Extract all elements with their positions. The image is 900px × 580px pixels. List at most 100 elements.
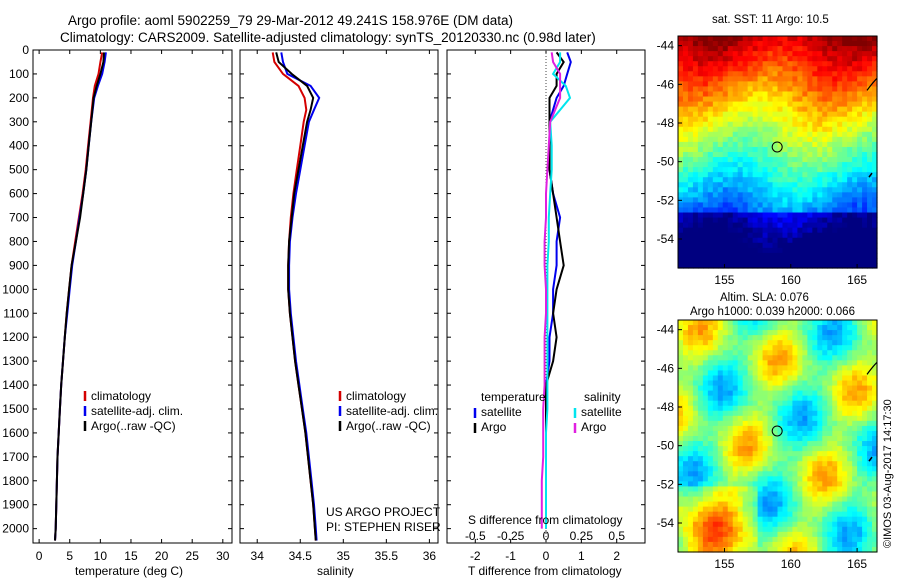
map-cell <box>697 167 704 173</box>
map-cell <box>712 41 719 47</box>
map-cell <box>762 355 769 361</box>
map-cell <box>732 162 739 168</box>
map-cell <box>757 320 764 326</box>
map-cell <box>872 157 878 163</box>
map-cell <box>692 365 699 372</box>
map-cell <box>857 370 863 377</box>
map-cell <box>827 501 833 508</box>
map-cell <box>842 46 848 52</box>
map-cell <box>722 101 729 108</box>
map-cell <box>817 446 823 452</box>
map-cell <box>707 521 714 528</box>
map-cell <box>802 36 808 42</box>
map-cell <box>722 446 729 452</box>
sla-map-title-1: Altim. SLA: 0.076 <box>720 292 809 304</box>
map-cell <box>807 466 813 472</box>
map-cell <box>807 496 813 503</box>
map-cell <box>717 340 724 346</box>
map-cell <box>767 212 774 219</box>
map-cell <box>832 420 838 427</box>
map-cell <box>797 506 803 513</box>
map-cell <box>722 136 729 143</box>
map-cell <box>822 247 828 254</box>
map-cell <box>772 76 779 82</box>
map-cell <box>732 56 739 62</box>
map-cell <box>827 177 833 183</box>
map-cell <box>842 262 848 269</box>
map-cell <box>772 116 779 123</box>
map-cell <box>812 71 818 77</box>
map-cell <box>678 385 684 392</box>
map-cell <box>722 187 729 193</box>
map-cell <box>787 207 794 214</box>
map-cell <box>862 101 868 108</box>
map-cell <box>807 380 813 387</box>
map-cell <box>682 516 689 523</box>
map-cell <box>857 476 863 482</box>
map-cell <box>692 360 699 366</box>
map-cell <box>832 496 838 503</box>
map-cell <box>697 405 704 412</box>
map-cell <box>777 86 784 93</box>
map-cell <box>712 262 719 269</box>
map-y-tick-label: -50 <box>657 155 675 169</box>
map-cell <box>777 491 784 498</box>
map-cell <box>717 152 724 158</box>
map-cell <box>802 76 808 82</box>
map-cell <box>812 526 818 533</box>
map-cell <box>737 491 744 498</box>
map-cell <box>822 96 828 103</box>
map-cell <box>702 197 709 204</box>
map-cell <box>707 71 714 77</box>
map-cell <box>747 237 754 244</box>
map-cell <box>678 325 684 331</box>
map-cell <box>857 471 863 477</box>
map-cell <box>837 466 843 472</box>
map-cell <box>687 471 694 477</box>
map-cell <box>822 486 828 493</box>
map-cell <box>702 370 709 377</box>
legend-label: climatology <box>346 389 406 403</box>
map-cell <box>847 471 853 477</box>
map-cell <box>757 152 764 158</box>
map-cell <box>742 330 749 336</box>
map-cell <box>872 370 878 377</box>
map-cell <box>837 516 843 523</box>
map-cell <box>692 116 699 123</box>
map-cell <box>682 232 689 239</box>
map-cell <box>732 395 739 402</box>
map-cell <box>847 430 853 437</box>
map-cell <box>787 262 794 269</box>
map-cell <box>862 325 868 331</box>
map-cell <box>832 91 838 98</box>
map-cell <box>857 252 863 259</box>
map-cell <box>717 380 724 387</box>
map-cell <box>687 207 694 214</box>
map-cell <box>732 405 739 412</box>
map-cell <box>842 501 848 508</box>
map-cell <box>802 365 808 372</box>
map-cell <box>722 157 729 163</box>
map-cell <box>827 192 833 198</box>
map-cell <box>787 146 794 153</box>
map-cell <box>847 345 853 351</box>
map-cell <box>752 162 759 168</box>
map-cell <box>827 375 833 382</box>
map-cell <box>872 252 878 259</box>
map-cell <box>737 405 744 412</box>
map-cell <box>852 192 858 198</box>
map-cell <box>777 325 784 331</box>
map-cell <box>717 146 724 153</box>
map-cell <box>782 116 789 123</box>
map-cell <box>747 146 754 153</box>
map-cell <box>857 531 863 538</box>
map-cell <box>722 66 729 72</box>
map-cell <box>777 136 784 143</box>
map-cell <box>762 202 769 209</box>
map-cell <box>737 46 744 52</box>
map-cell <box>757 345 764 351</box>
map-cell <box>757 81 764 88</box>
map-cell <box>767 405 774 412</box>
map-cell <box>842 526 848 533</box>
map-cell <box>702 466 709 472</box>
